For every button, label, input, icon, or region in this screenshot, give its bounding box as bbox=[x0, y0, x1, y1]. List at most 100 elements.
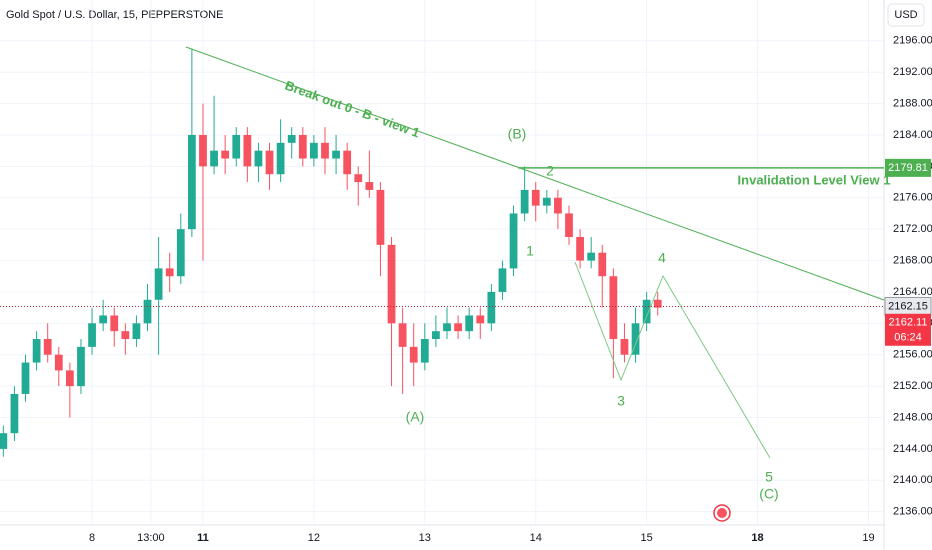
annotation: 1 bbox=[526, 243, 534, 259]
trend-line bbox=[185, 46, 885, 301]
y-tick-label: 2176.00 bbox=[893, 192, 932, 204]
invalidation-price: 2179.81 bbox=[888, 162, 928, 174]
annotation: Break out 0 - B - view 1 bbox=[283, 78, 422, 141]
candle-body bbox=[476, 315, 485, 324]
bid-price-box bbox=[885, 313, 931, 346]
candle-body bbox=[354, 174, 363, 183]
candle-body bbox=[276, 142, 285, 175]
candle-body bbox=[587, 252, 596, 261]
annotation: (C) bbox=[759, 486, 778, 502]
x-tick-label: 13 bbox=[419, 532, 431, 544]
currency-label[interactable]: USD bbox=[894, 9, 917, 21]
candle-body bbox=[65, 370, 74, 387]
y-tick-label: 2172.00 bbox=[893, 223, 932, 235]
candle-body bbox=[188, 134, 196, 230]
y-tick-label: 2144.00 bbox=[893, 443, 932, 455]
candle-body bbox=[210, 150, 218, 167]
candle-body bbox=[199, 134, 207, 167]
candle-body bbox=[598, 252, 607, 277]
x-tick-label: 18 bbox=[751, 532, 763, 544]
candle-body bbox=[121, 331, 130, 340]
candle-body bbox=[420, 339, 429, 363]
countdown: 06:24 bbox=[894, 332, 922, 344]
bid-price: 2162.11 bbox=[889, 317, 928, 329]
candle-body bbox=[165, 268, 174, 277]
candle-body bbox=[620, 339, 629, 355]
candle-body bbox=[509, 213, 518, 269]
annotation: 4 bbox=[658, 250, 666, 266]
candle-body bbox=[542, 197, 551, 206]
candle-body bbox=[531, 189, 540, 206]
last-price: 2162.15 bbox=[888, 300, 928, 312]
y-tick-label: 2168.00 bbox=[893, 254, 932, 266]
candle-body bbox=[343, 150, 352, 175]
y-tick-label: 2196.00 bbox=[893, 35, 932, 47]
candle-body bbox=[609, 276, 618, 340]
x-tick-label: 8 bbox=[89, 532, 95, 544]
candle-body bbox=[10, 393, 19, 434]
candle-body bbox=[254, 150, 263, 167]
candle-body bbox=[154, 268, 163, 300]
candle-body bbox=[376, 189, 385, 245]
annotation: 3 bbox=[617, 393, 625, 409]
candle-body bbox=[409, 346, 418, 363]
candle-body bbox=[321, 142, 329, 159]
event-flag bbox=[717, 508, 727, 518]
candle-body bbox=[143, 299, 152, 324]
y-tick-label: 2152.00 bbox=[893, 380, 932, 392]
x-tick-label: 19 bbox=[862, 532, 874, 544]
candle-body bbox=[365, 182, 374, 190]
candle-body bbox=[298, 134, 307, 159]
candle-body bbox=[243, 134, 252, 167]
candle-body bbox=[653, 299, 662, 308]
annotation: 5 bbox=[765, 469, 773, 485]
y-tick-label: 2164.00 bbox=[893, 286, 932, 298]
annotation: Invalidation Level View 1 bbox=[738, 172, 891, 187]
candle-body bbox=[32, 339, 41, 363]
symbol-title: Gold Spot / U.S. Dollar, 15, PEPPERSTONE bbox=[6, 9, 223, 21]
x-tick-label: 13:00 bbox=[137, 532, 165, 544]
annotation: (B) bbox=[508, 126, 527, 142]
candle-body bbox=[631, 323, 640, 355]
candle-body bbox=[487, 291, 496, 324]
candle-body bbox=[432, 331, 440, 340]
candle-body bbox=[332, 150, 340, 159]
candle-body bbox=[465, 315, 474, 332]
candle-body bbox=[54, 354, 63, 371]
candle-body bbox=[443, 323, 451, 332]
candle-body bbox=[99, 315, 108, 324]
y-tick-label: 2156.00 bbox=[893, 349, 932, 361]
candle-body bbox=[221, 150, 230, 159]
invalidation-price-box bbox=[885, 158, 931, 177]
candle-body bbox=[387, 244, 396, 324]
candle-body bbox=[110, 315, 119, 332]
x-tick-label: 14 bbox=[530, 532, 542, 544]
candle-body bbox=[176, 229, 185, 277]
candle-body bbox=[576, 236, 584, 261]
x-tick-label: 11 bbox=[197, 532, 209, 544]
candle-body bbox=[454, 323, 462, 332]
candle-body bbox=[498, 268, 507, 292]
currency-button[interactable] bbox=[887, 3, 925, 27]
candle-body bbox=[520, 189, 529, 214]
y-tick-label: 2148.00 bbox=[893, 411, 932, 423]
candle-body bbox=[565, 213, 573, 237]
y-tick-label: 2140.00 bbox=[893, 474, 932, 486]
annotation: (A) bbox=[406, 409, 425, 425]
y-tick-label: 2188.00 bbox=[893, 97, 932, 109]
candle-body bbox=[310, 142, 318, 159]
x-tick-label: 12 bbox=[308, 532, 320, 544]
candle-body bbox=[77, 346, 85, 387]
candle-body bbox=[398, 323, 407, 347]
candle-body bbox=[642, 299, 651, 324]
wave-path bbox=[574, 261, 771, 459]
candle-body bbox=[232, 134, 241, 159]
candle-body bbox=[88, 323, 96, 347]
candle-body bbox=[554, 197, 562, 214]
y-tick-label: 2192.00 bbox=[893, 66, 932, 78]
candle-body bbox=[265, 150, 274, 175]
candle-body bbox=[0, 433, 8, 449]
candle-body bbox=[21, 362, 30, 394]
